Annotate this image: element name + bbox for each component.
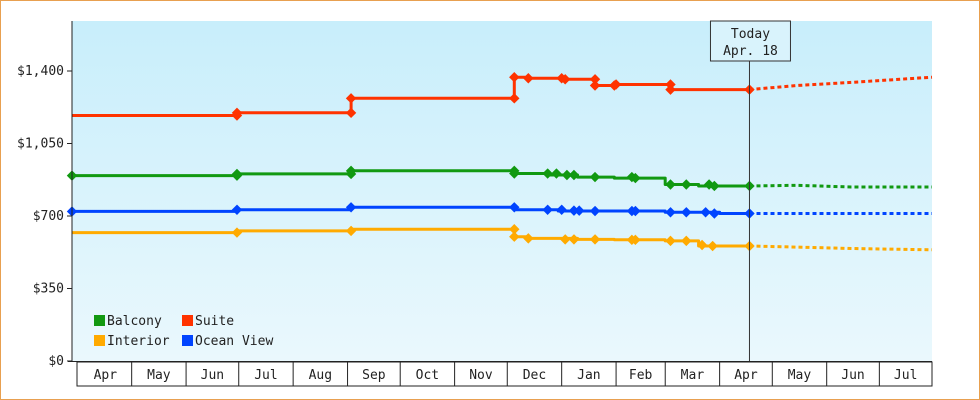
data-point-suite [559, 74, 571, 85]
data-point-ocean-view [231, 204, 243, 215]
data-point-suite [610, 79, 622, 90]
data-point-interior [681, 235, 692, 247]
data-point-balcony [630, 172, 641, 184]
month-axis-box [76, 361, 933, 387]
month-label: May [147, 368, 171, 383]
month-label: Jul [254, 368, 277, 383]
data-point-interior [559, 234, 571, 245]
data-point-suite [509, 93, 520, 104]
data-point-balcony [542, 168, 553, 179]
data-point-suite [523, 73, 534, 84]
data-point-interior [630, 234, 641, 246]
forecast-line-suite [749, 75, 933, 92]
data-point-suite [509, 72, 520, 83]
data-point-balcony [231, 168, 243, 180]
month-label: May [788, 368, 812, 383]
data-point-balcony [589, 171, 601, 183]
month-label: Apr [94, 368, 118, 383]
series-line-suite [72, 75, 750, 117]
y-tick-label: $1,050 [17, 137, 64, 152]
month-label: Jun [841, 368, 864, 383]
legend-swatch-balcony [94, 315, 105, 326]
data-point-ocean-view [589, 205, 601, 217]
legend-label-ocean-view: Ocean View [195, 334, 273, 349]
plot-area [72, 21, 932, 361]
legend-swatch-interior [94, 335, 105, 346]
data-point-suite [345, 107, 357, 119]
data-point-balcony [568, 169, 580, 181]
month-label: Oct [416, 368, 439, 383]
data-point-balcony [709, 180, 720, 192]
today-box [709, 20, 791, 62]
forecast-line-interior [749, 244, 933, 252]
y-tick-label: $350 [33, 282, 64, 297]
today-marker: Today Apr. 18 [709, 20, 791, 361]
month-label: Nov [469, 368, 493, 383]
y-tick-label: $700 [33, 209, 64, 224]
legend-swatch-ocean-view [182, 335, 193, 346]
data-point-interior [523, 233, 534, 244]
data-point-ocean-view [509, 202, 520, 213]
data-point-ocean-view [345, 202, 357, 213]
month-label: Feb [629, 368, 653, 383]
data-point-suite [665, 84, 676, 95]
data-point-balcony [561, 169, 573, 181]
data-point-interior [568, 234, 580, 245]
data-point-ocean-view [574, 205, 585, 216]
legend-label-suite: Suite [195, 314, 234, 329]
data-point-suite [231, 107, 243, 119]
data-point-ocean-view [630, 205, 641, 217]
data-point-balcony [509, 168, 520, 179]
y-tick-label: $1,400 [17, 64, 64, 79]
data-point-ocean-view [700, 207, 711, 218]
legend-label-interior: Interior [107, 334, 170, 349]
month-label: Jun [201, 368, 224, 383]
month-label: Mar [681, 368, 705, 383]
forecast-line-balcony [749, 183, 932, 189]
data-point-balcony [665, 179, 676, 190]
legend-label-balcony: Balcony [107, 314, 162, 329]
month-label: Apr [734, 368, 758, 383]
data-point-interior [707, 240, 718, 252]
data-point-ocean-view [556, 204, 567, 215]
data-point-interior [345, 225, 357, 237]
data-point-ocean-view [542, 204, 553, 215]
data-point-interior [509, 231, 520, 242]
data-point-balcony [345, 165, 357, 177]
month-label: Sep [362, 368, 386, 383]
month-label: Aug [309, 368, 332, 383]
today-date-label: Apr. 18 [723, 44, 778, 59]
data-point-ocean-view [709, 208, 720, 219]
today-label: Today [731, 27, 770, 42]
month-label: Jan [577, 368, 600, 383]
month-label: Jul [894, 368, 917, 383]
month-label: Dec [523, 368, 546, 383]
y-tick-label: $0 [48, 354, 64, 369]
axes: $0 $350 $700 $1,050 $1,400 Apr May Jun Jul Aug Sep… [17, 21, 933, 387]
legend-swatch-suite [182, 315, 193, 326]
data-point-interior [696, 239, 708, 251]
data-point-suite [345, 93, 357, 104]
data-point-ocean-view [681, 207, 692, 218]
data-point-ocean-view [665, 207, 676, 218]
data-point-interior [665, 235, 676, 247]
data-point-interior [589, 234, 601, 245]
data-point-interior [231, 227, 243, 238]
series-markers [66, 72, 755, 252]
data-point-balcony [681, 179, 692, 190]
data-point-balcony [551, 168, 562, 179]
legend: Balcony Suite Interior Ocean View [94, 314, 273, 349]
data-point-suite [589, 80, 601, 91]
